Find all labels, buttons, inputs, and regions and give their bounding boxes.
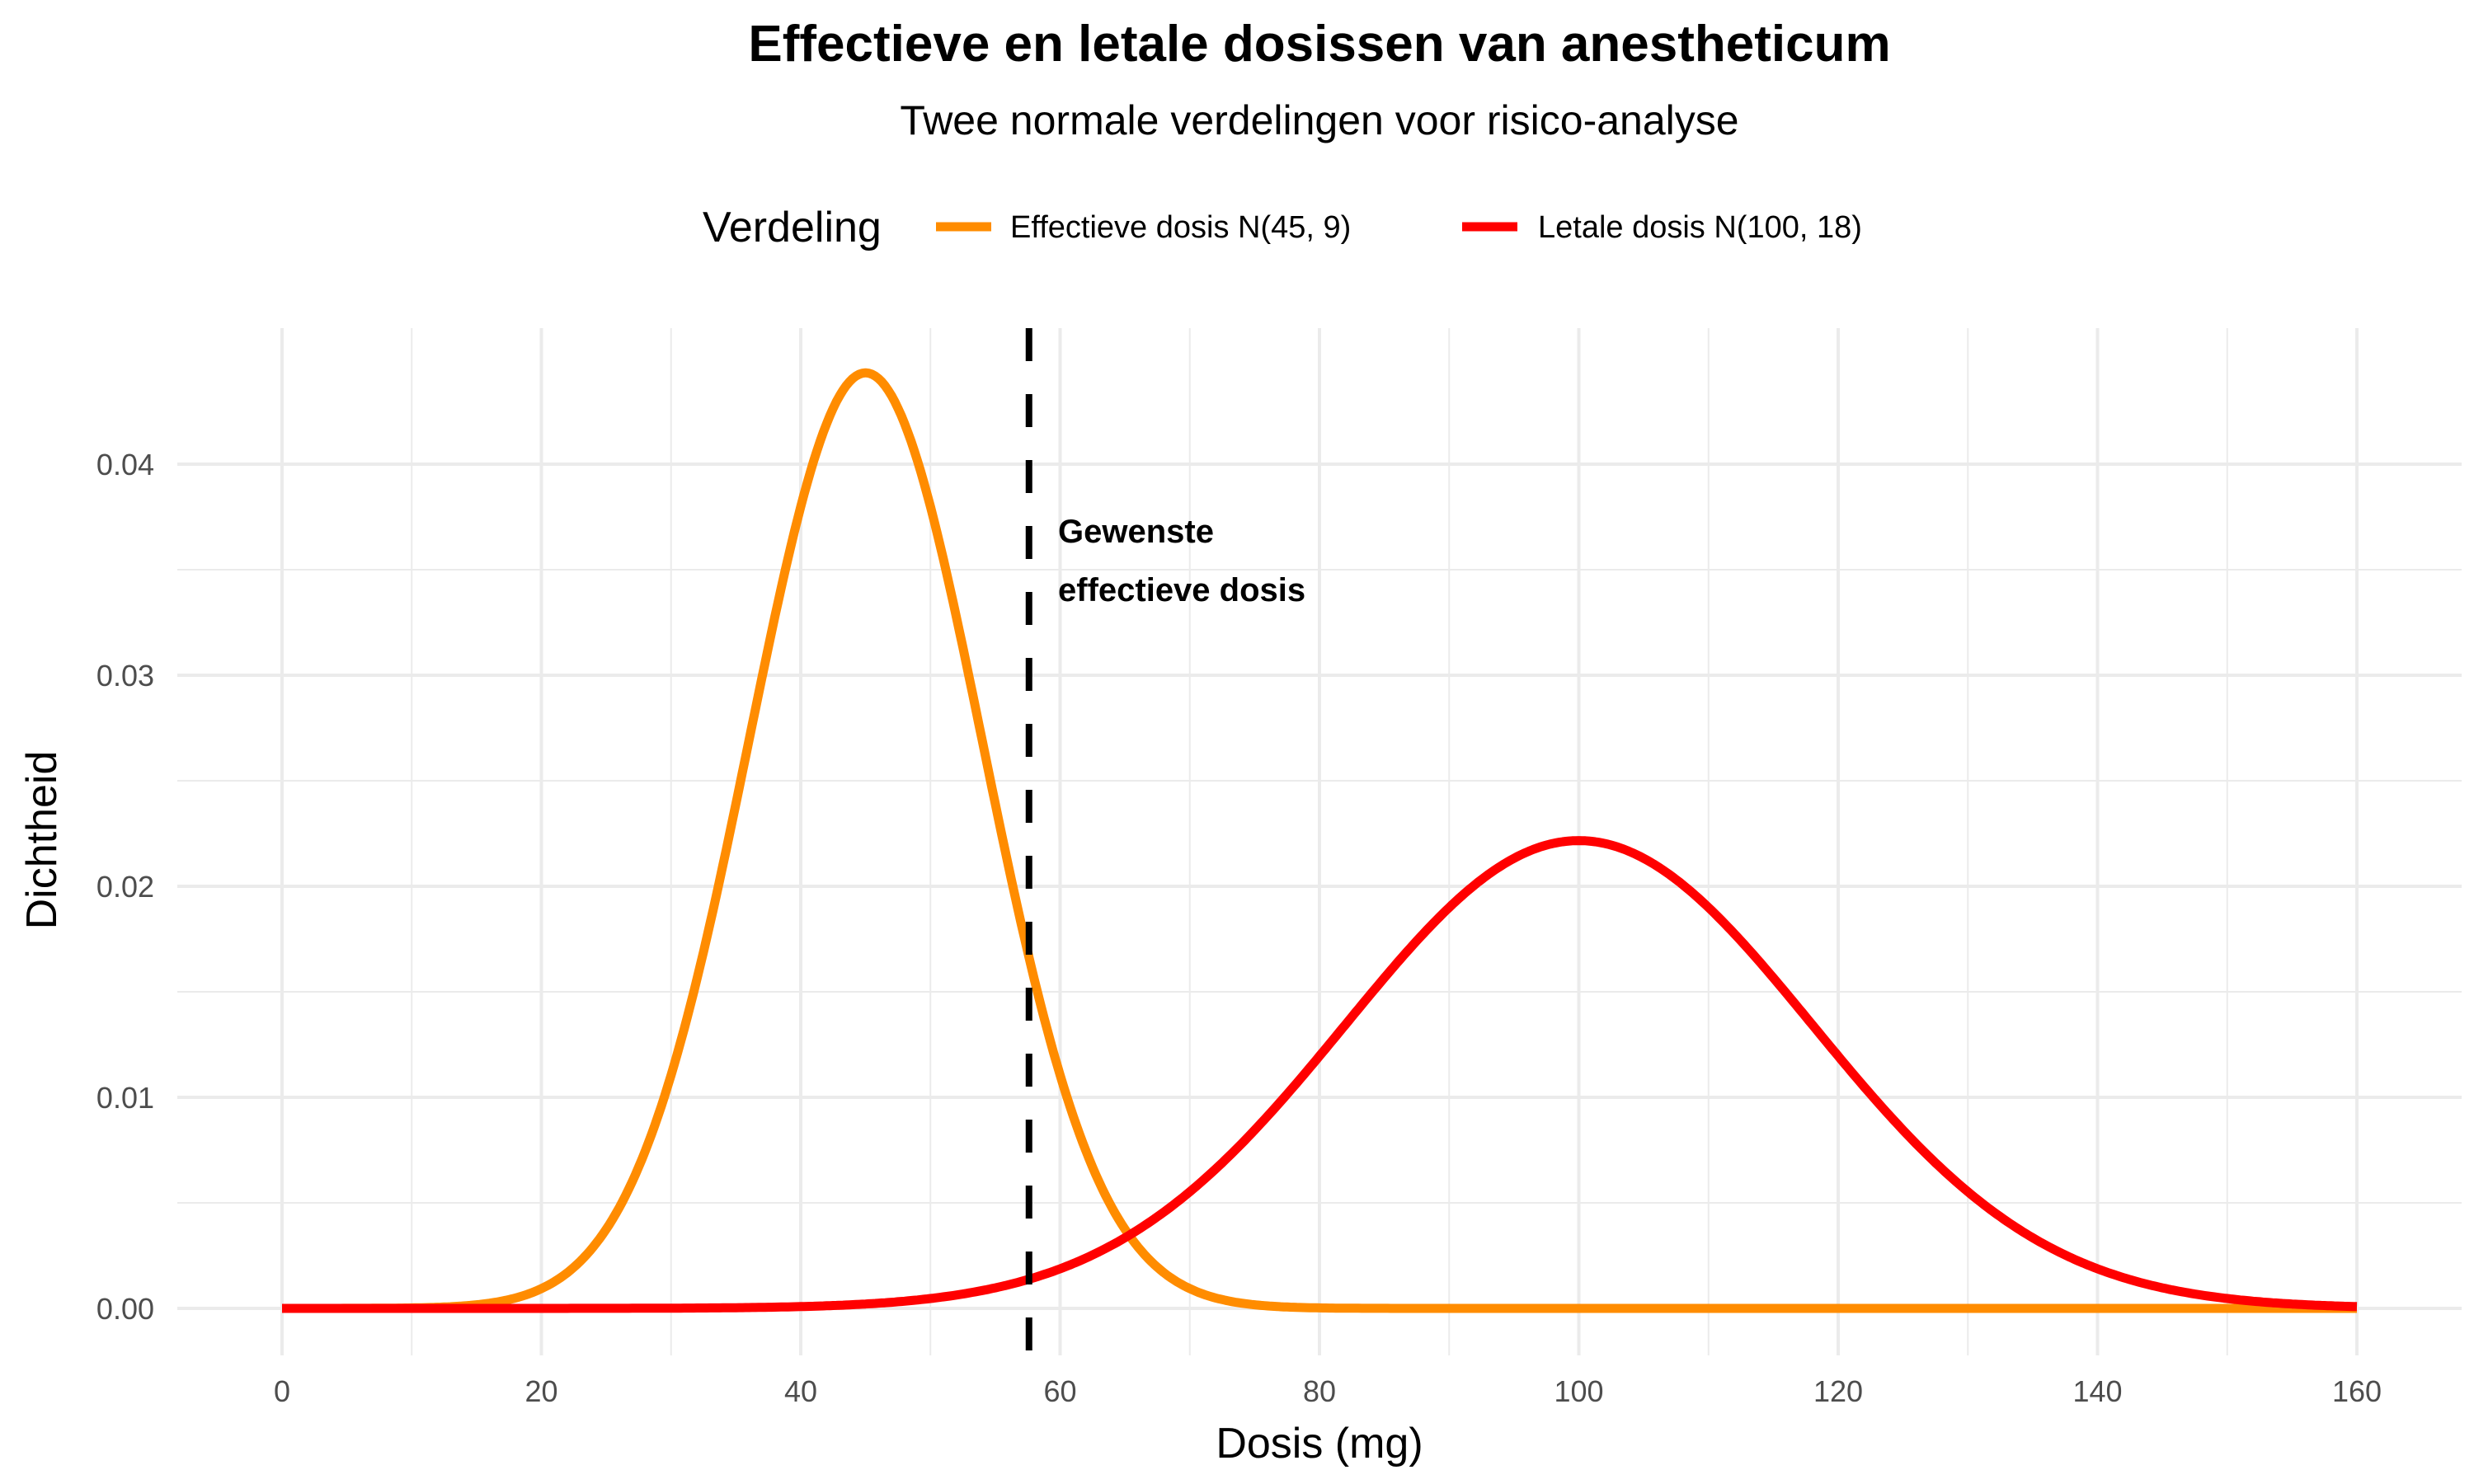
y-tick-label: 0.02 xyxy=(96,870,154,904)
grid xyxy=(177,328,2462,1355)
y-axis-label: Dichtheid xyxy=(18,751,66,930)
series-lines xyxy=(280,328,2359,1355)
x-tick-label: 80 xyxy=(1303,1374,1336,1408)
x-tick-label: 60 xyxy=(1043,1374,1076,1408)
x-tick-label: 0 xyxy=(274,1374,290,1408)
legend: Verdeling Effectieve dosis N(45, 9) Leta… xyxy=(703,204,1862,251)
series-line-effective xyxy=(280,368,2359,1313)
legend-title: Verdeling xyxy=(703,204,882,251)
x-tick-label: 120 xyxy=(1813,1374,1863,1408)
y-tick-label: 0.01 xyxy=(96,1081,154,1115)
x-tick-label: 20 xyxy=(524,1374,557,1408)
chart-title: Effectieve en letale dosissen van anesth… xyxy=(748,16,1890,73)
legend-label-lethal: Letale dosis N(100, 18) xyxy=(1538,210,1862,245)
x-axis-label: Dosis (mg) xyxy=(1216,1420,1423,1468)
x-tick-label: 40 xyxy=(784,1374,817,1408)
annotation-line2: effectieve dosis xyxy=(1058,572,1305,608)
x-tick-label: 160 xyxy=(2332,1374,2382,1408)
y-tick-label: 0.04 xyxy=(96,448,154,481)
annotation-line1: Gewenste xyxy=(1058,514,1214,550)
x-tick-label: 100 xyxy=(1554,1374,1603,1408)
x-tick-label: 140 xyxy=(2072,1374,2122,1408)
chart-subtitle: Twee normale verdelingen voor risico-ana… xyxy=(900,97,1738,143)
y-tick-label: 0.00 xyxy=(96,1292,154,1326)
series-line-lethal xyxy=(280,836,2359,1313)
tick-labels: 0.00 0.01 0.02 0.03 0.04 0 20 40 60 80 100 120 140 16… xyxy=(96,448,2382,1408)
y-tick-label: 0.03 xyxy=(96,659,154,693)
legend-label-effective: Effectieve dosis N(45, 9) xyxy=(1010,210,1351,245)
